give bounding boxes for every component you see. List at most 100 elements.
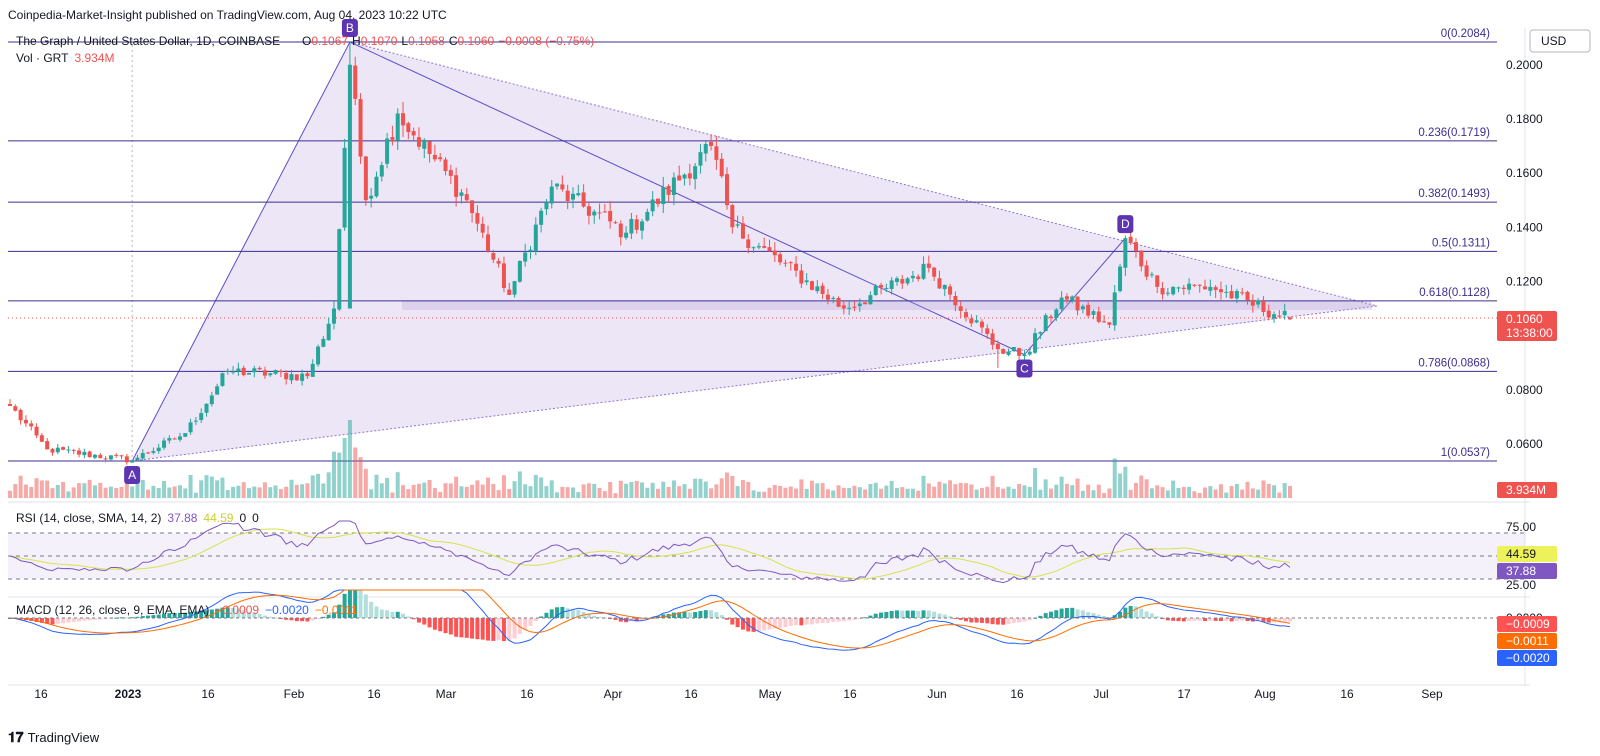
candle-body[interactable] — [475, 212, 480, 224]
candle-body[interactable] — [172, 438, 177, 440]
candle-body[interactable] — [709, 141, 714, 147]
fibonacci-retracement[interactable]: 0(0.2084) 0.236(0.1719) 0.382(0.1493) 0.5(0… — [8, 28, 1497, 462]
candle-body[interactable] — [921, 263, 926, 279]
candle-body[interactable] — [1006, 351, 1011, 355]
pattern-point-labels[interactable]: A B C D — [124, 19, 1134, 484]
candle-body[interactable] — [868, 295, 873, 305]
candle-body[interactable] — [236, 368, 241, 372]
candle-body[interactable] — [1080, 306, 1085, 310]
candle-body[interactable] — [698, 152, 703, 166]
candle-body[interactable] — [1250, 299, 1255, 306]
candle-body[interactable] — [358, 99, 363, 157]
candle-body[interactable] — [613, 222, 618, 224]
candle-body[interactable] — [1118, 266, 1123, 292]
candle-body[interactable] — [964, 312, 969, 318]
candle-body[interactable] — [491, 253, 496, 260]
candle-body[interactable] — [788, 262, 793, 264]
candle-body[interactable] — [61, 447, 66, 450]
triangle-upper-line[interactable] — [349, 41, 1378, 307]
candle-body[interactable] — [177, 436, 182, 440]
candle-body[interactable] — [199, 413, 204, 421]
candle-body[interactable] — [671, 177, 676, 196]
candle-body[interactable] — [1282, 310, 1287, 316]
candle-body[interactable] — [1165, 292, 1170, 294]
candle-body[interactable] — [634, 219, 639, 230]
candle-body[interactable] — [894, 278, 899, 282]
candle-body[interactable] — [422, 139, 427, 149]
candle-body[interactable] — [942, 284, 947, 290]
candle-body[interactable] — [146, 452, 151, 454]
candle-body[interactable] — [225, 370, 230, 373]
candle-body[interactable] — [687, 173, 692, 179]
candle-body[interactable] — [555, 183, 560, 187]
candle-body[interactable] — [682, 174, 687, 179]
candle-body[interactable] — [130, 460, 135, 463]
candle-body[interactable] — [454, 175, 459, 197]
candle-body[interactable] — [448, 170, 453, 176]
candle-body[interactable] — [1224, 291, 1229, 293]
candle-body[interactable] — [406, 123, 411, 133]
candle-body[interactable] — [1149, 274, 1154, 276]
candle-body[interactable] — [841, 305, 846, 309]
candle-body[interactable] — [1155, 275, 1160, 287]
candle-body[interactable] — [751, 247, 756, 249]
candle-body[interactable] — [66, 449, 71, 451]
candle-body[interactable] — [103, 458, 108, 460]
pattern-point-badge[interactable] — [124, 466, 141, 484]
candle-body[interactable] — [416, 137, 421, 147]
candle-body[interactable] — [432, 154, 437, 160]
candle-body[interactable] — [443, 159, 448, 172]
candle-body[interactable] — [204, 403, 209, 413]
candle-body[interactable] — [528, 249, 533, 252]
candle-body[interactable] — [847, 307, 852, 309]
candle-body[interactable] — [464, 194, 469, 201]
candle-body[interactable] — [501, 263, 506, 288]
candle-body[interactable] — [1187, 283, 1192, 290]
candle-body[interactable] — [1107, 322, 1112, 325]
candle-body[interactable] — [655, 198, 660, 205]
candle-body[interactable] — [1203, 286, 1208, 290]
candle-body[interactable] — [486, 234, 491, 252]
candle-body[interactable] — [889, 280, 894, 289]
candlestick-series[interactable] — [8, 42, 1292, 465]
candle-body[interactable] — [884, 287, 889, 289]
candle-body[interactable] — [284, 373, 289, 380]
candle-body[interactable] — [831, 297, 836, 299]
candle-body[interactable] — [427, 141, 432, 154]
candle-body[interactable] — [363, 156, 368, 201]
candle-body[interactable] — [1160, 288, 1165, 295]
candle-body[interactable] — [948, 286, 953, 295]
candle-body[interactable] — [740, 223, 745, 239]
candle-body[interactable] — [1256, 300, 1261, 305]
rsi-ma-line[interactable] — [9, 528, 1291, 580]
candle-body[interactable] — [241, 367, 246, 376]
candle-body[interactable] — [321, 338, 326, 347]
candle-body[interactable] — [23, 419, 28, 424]
candle-body[interactable] — [799, 270, 804, 284]
candle-body[interactable] — [863, 302, 868, 305]
candle-body[interactable] — [1218, 289, 1223, 293]
candle-body[interactable] — [82, 451, 87, 456]
candle-body[interactable] — [1017, 348, 1022, 356]
candle-body[interactable] — [783, 262, 788, 264]
candle-body[interactable] — [273, 370, 278, 374]
candle-body[interactable] — [1240, 292, 1245, 294]
candle-body[interactable] — [905, 278, 910, 284]
candle-body[interactable] — [1054, 309, 1059, 319]
candle-body[interactable] — [496, 260, 501, 264]
candle-body[interactable] — [1038, 332, 1043, 334]
candle-body[interactable] — [1086, 304, 1091, 316]
macd-hist-tag[interactable] — [1497, 616, 1557, 632]
candle-body[interactable] — [1229, 291, 1234, 299]
triangle-pattern[interactable] — [8, 41, 1525, 462]
candle-body[interactable] — [836, 298, 841, 307]
candle-body[interactable] — [1001, 349, 1006, 354]
candle-body[interactable] — [337, 229, 342, 310]
candle-body[interactable] — [560, 184, 565, 190]
candle-body[interactable] — [124, 456, 129, 463]
time-axis[interactable]: 16 2023 16 Feb 16 Mar 16 Apr 16 May 16 Jun 16 Jul 17 Au… — [34, 687, 1443, 701]
candle-body[interactable] — [1245, 291, 1250, 301]
candle-body[interactable] — [958, 306, 963, 311]
candle-body[interactable] — [1197, 284, 1202, 286]
candle-body[interactable] — [645, 211, 650, 221]
